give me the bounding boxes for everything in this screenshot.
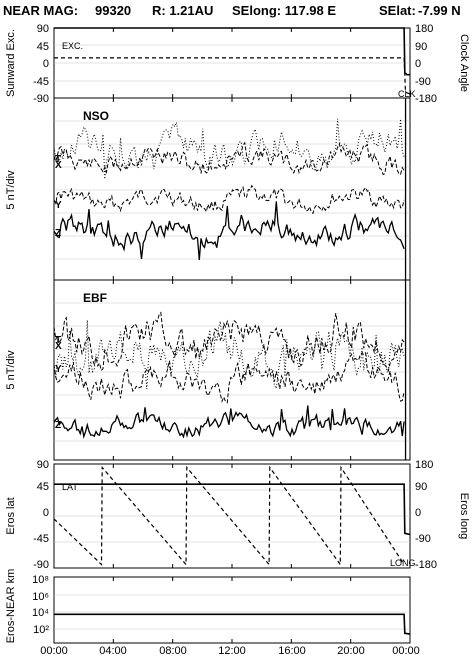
x-tick-2000: 20:00 [337,645,365,656]
x-tick-0400: 04:00 [99,645,127,656]
panel-eros: LAT LONG 90 45 0 -45 -90 180 90 0 -90 -1… [5,459,470,571]
clk-annotation: CLK [398,89,416,99]
panel-sunward: EXC. CLK 90 45 0 -45 -90 180 90 0 -90 -1… [5,23,470,105]
sunward-tick-90: 90 [37,23,49,35]
sunward-tick-m45: -45 [33,76,49,88]
sunward-tick-45: 45 [37,41,49,53]
panel-nso: NSO T X Y Z 5 nT/div [5,97,411,281]
panel-eros-left-ticks: 90 45 0 -45 -90 [33,459,49,571]
long-annotation: LONG [390,558,416,568]
long-tick-m90: -90 [415,533,431,545]
nso-trace-t: T [55,154,61,165]
panel-sunward-left-ticks: 90 45 0 -45 -90 [33,23,49,105]
ebf-trace-x: X [55,341,62,352]
title-selat: SElat: [379,3,416,18]
panel-sunward-series [54,27,411,95]
clock-tick-90: 90 [415,41,427,53]
ebf-trace-z-line [53,405,405,439]
ebf-label: EBF [83,291,107,305]
ebf-trace-t: T [55,335,61,346]
clock-ylabel: Clock Angle [458,34,470,92]
sunward-series-clk [54,57,411,95]
ebf-trace-y: Y [55,364,62,375]
lat-tick-m90: -90 [33,559,49,571]
eros-long-ylabel: Eros long [458,493,470,539]
panel-eros-series [53,465,411,567]
x-tick-2400: 00:00 [392,645,420,656]
panel-sunward-grid [53,28,411,98]
sunward-ylabel: Sunward Exc. [5,29,17,97]
ebf-ylabel: 5 nT/div [5,350,17,390]
clock-tick-m180: -180 [415,93,437,105]
lat-tick-90: 90 [37,459,49,471]
title-r: R: 1.21AU [152,3,213,18]
nso-trace-x: X [55,160,62,171]
range-tick-1e2: 10² [33,624,49,636]
eros-lat-ylabel: Eros lat [5,497,17,534]
ebf-trace-t-line [53,320,405,390]
nso-ylabel: 5 nT/div [5,170,17,210]
lat-tick-0: 0 [43,507,49,519]
range-tick-1e4: 10⁴ [32,607,49,619]
clock-tick-m90: -90 [415,76,431,88]
lat-tick-m45: -45 [33,533,49,545]
lat-tick-45: 45 [37,481,49,493]
title-line: NEAR MAG: 99320 R: 1.21AU SElong: 117.98… [3,3,461,18]
ebf-trace-y-line [53,351,405,404]
panel-range-frame [53,576,411,644]
eros-series-long [53,465,405,567]
nso-label: NSO [83,109,109,123]
ebf-trace-x-line [53,311,405,373]
nso-trace-z-line [53,201,405,260]
x-tick-1600: 16:00 [278,645,306,656]
nso-trace-y: Y [55,200,62,211]
nso-trace-z: Z [55,228,61,239]
range-series-0 [54,613,411,635]
ebf-trace-z: Z [55,420,61,431]
nso-trace-y-line [53,184,405,215]
sunward-series-exc [54,27,410,76]
x-axis: 00:00 04:00 08:00 12:00 16:00 20:00 00:0… [40,645,420,656]
panel-sunward-right-ticks: 180 90 0 -90 -180 [415,23,437,105]
long-tick-0: 0 [415,507,421,519]
panel-range: 10⁸ 10⁶ 10⁴ 10² Eros-NEAR km [5,569,411,644]
x-tick-0800: 08:00 [159,645,187,656]
panel-eros-grid [53,464,411,568]
panel-nso-traces [53,98,407,280]
nso-trace-x-line [53,141,405,176]
lat-annotation: LAT [62,482,78,492]
sunward-tick-m90: -90 [33,93,49,105]
range-tick-1e8: 10⁸ [32,574,49,586]
panel-ebf-traces [53,280,407,460]
panel-nso-frame [53,97,411,281]
long-tick-180: 180 [415,459,433,471]
clock-tick-180: 180 [415,23,433,35]
x-tick-1200: 12:00 [218,645,246,656]
title-selat-value: -7.99 N [418,3,461,18]
title-selong: SElong: 117.98 E [232,3,336,18]
x-tick-0000: 00:00 [40,645,68,656]
panel-eros-right-ticks: 180 90 0 -90 -180 [415,459,437,571]
eros-series-lat [54,483,411,536]
panel-range-ticks: 10⁸ 10⁶ 10⁴ 10² [32,574,49,636]
panel-ebf: EBF T X Y Z 5 nT/div [5,279,411,461]
title-instrument: NEAR MAG: [3,3,78,18]
range-tick-1e6: 10⁶ [32,591,49,603]
range-ylabel: Eros-NEAR km [5,569,17,644]
title-date: 99320 [95,3,131,18]
long-tick-m180: -180 [415,559,437,571]
panel-range-grid [53,577,411,643]
panel-range-series [54,613,411,635]
nso-trace-t-line [53,118,405,180]
exc-annotation: EXC. [62,41,83,51]
panel-nso-grid [53,98,411,280]
long-tick-90: 90 [415,481,427,493]
clock-tick-0: 0 [415,58,421,70]
sunward-tick-0: 0 [43,58,49,70]
